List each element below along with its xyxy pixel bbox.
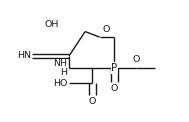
Text: NH: NH bbox=[53, 59, 67, 68]
Text: HN: HN bbox=[17, 51, 31, 61]
Text: HO: HO bbox=[53, 79, 67, 88]
Text: OH: OH bbox=[44, 20, 59, 29]
Text: O: O bbox=[133, 55, 140, 64]
Text: O: O bbox=[89, 97, 96, 106]
Text: P: P bbox=[111, 63, 118, 73]
Text: H: H bbox=[60, 68, 67, 77]
Text: O: O bbox=[103, 25, 110, 34]
Text: O: O bbox=[111, 84, 118, 93]
